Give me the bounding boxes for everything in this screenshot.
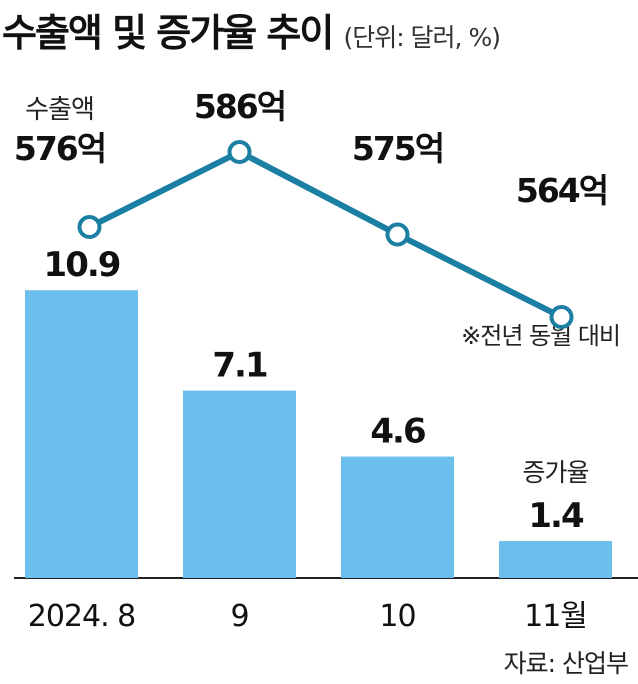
line-value-label: 576억: [14, 129, 105, 168]
bar-4: [499, 541, 612, 578]
x-tick-label: 2024. 8: [28, 599, 136, 634]
x-tick-label: 10: [379, 599, 415, 634]
line-value-label: 575억: [352, 129, 443, 168]
unit-label: (단위: 달러, %): [343, 23, 501, 52]
line-point-4: [549, 305, 574, 329]
note-label: ※전년 동월 대비: [461, 322, 620, 350]
line-series-name: 수출액: [25, 95, 94, 125]
bar-3: [341, 456, 454, 578]
chart-title: 수출액 및 증가율 추이: [2, 11, 334, 55]
bar-value-label: 4.6: [370, 412, 425, 452]
line-point-2: [227, 140, 252, 164]
bar-series-name: 증가율: [522, 458, 588, 487]
x-tick-label: 9: [230, 599, 248, 634]
chart-header: 수출액 및 증가율 추이 (단위: 달러, %): [2, 2, 501, 58]
bar-1: [25, 290, 138, 578]
bar-value-label: 7.1: [212, 346, 267, 386]
bar-value-label: 10.9: [44, 245, 120, 285]
line-point-3: [385, 222, 410, 247]
bar-2: [183, 390, 296, 578]
x-tick-label: 11월: [524, 599, 587, 634]
export-line: [88, 149, 563, 320]
line-value-label: 564억: [516, 171, 607, 210]
line-point-1: [77, 215, 102, 239]
line-value-label: 586억: [194, 87, 285, 126]
bar-value-label: 1.4: [528, 496, 584, 536]
source-label: 자료: 산업부: [503, 649, 629, 678]
